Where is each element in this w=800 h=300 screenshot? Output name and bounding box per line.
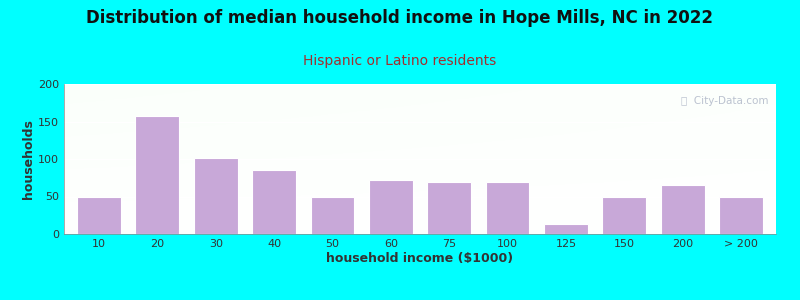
Bar [427, 182, 471, 234]
Bar [719, 196, 763, 234]
X-axis label: household income ($1000): household income ($1000) [326, 252, 514, 265]
Bar [544, 224, 588, 234]
Y-axis label: households: households [22, 119, 35, 199]
Bar [310, 196, 354, 234]
Text: Hispanic or Latino residents: Hispanic or Latino residents [303, 54, 497, 68]
Bar [661, 185, 705, 234]
Bar [77, 196, 121, 234]
Bar [135, 116, 179, 234]
Bar [486, 182, 530, 234]
Bar [602, 196, 646, 234]
Bar [369, 180, 413, 234]
Text: ⓘ  City-Data.com: ⓘ City-Data.com [682, 96, 769, 106]
Bar [194, 158, 238, 234]
Bar [252, 170, 296, 234]
Text: Distribution of median household income in Hope Mills, NC in 2022: Distribution of median household income … [86, 9, 714, 27]
